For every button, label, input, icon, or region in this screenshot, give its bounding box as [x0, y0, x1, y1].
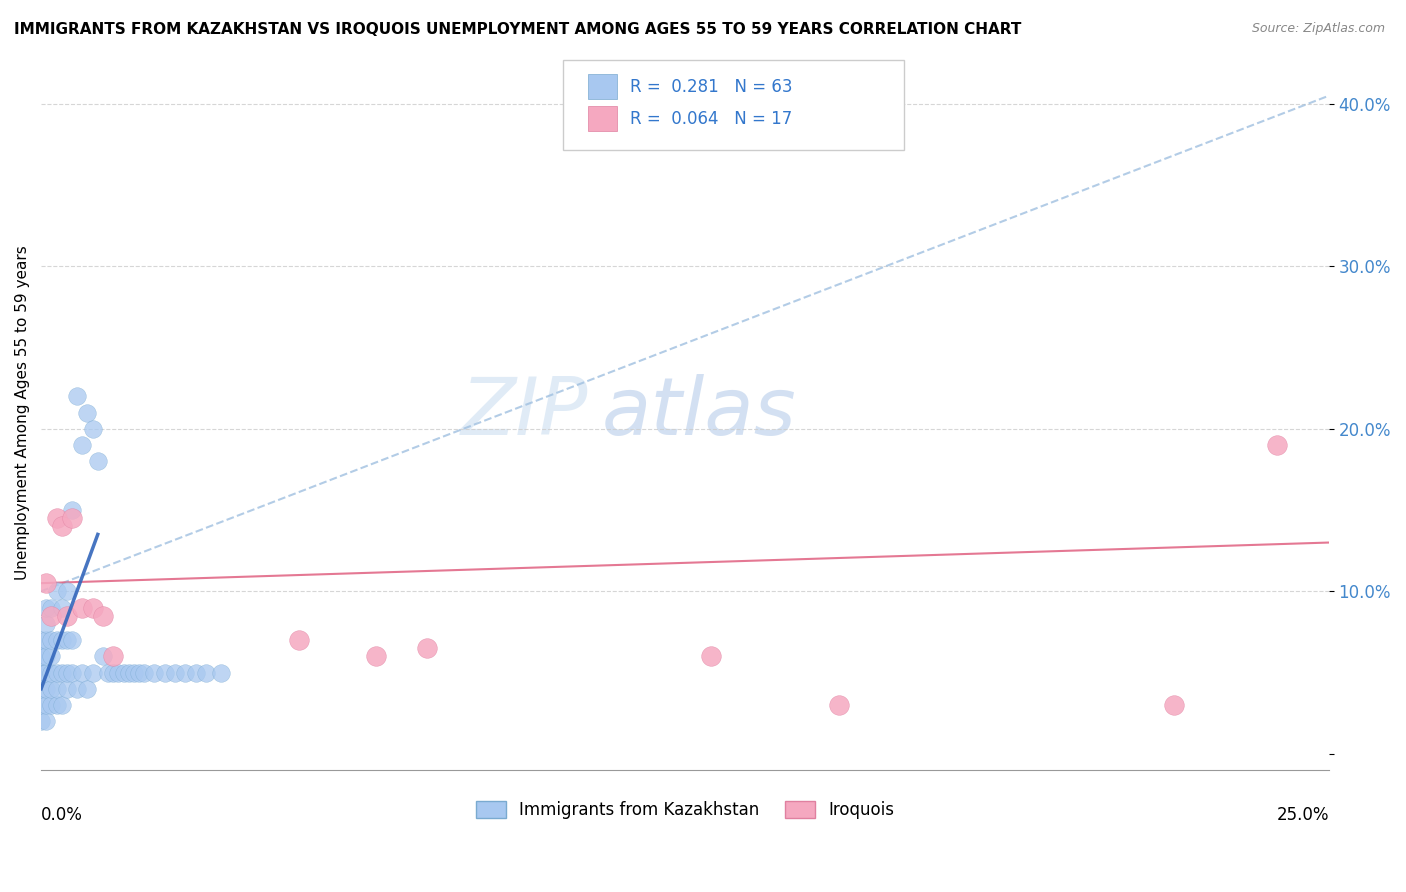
Point [41, 649, 63, 664]
Bar [588, 74, 617, 100]
Point [35, 681, 58, 696]
Point [56, 608, 79, 623]
Text: R =  0.281   N = 63: R = 0.281 N = 63 [630, 78, 792, 96]
Point [45, 511, 67, 525]
Point [51, 665, 73, 680]
Point [194, 665, 217, 680]
Point [51, 633, 73, 648]
Point [60, 665, 83, 680]
Point [107, 665, 129, 680]
Point [41, 600, 63, 615]
Point [60, 633, 83, 648]
Point [82, 600, 104, 615]
Point [45, 665, 67, 680]
Point [103, 649, 125, 664]
Point [128, 665, 150, 680]
Point [209, 665, 232, 680]
Point [56, 665, 79, 680]
Point [82, 422, 104, 436]
Point [416, 641, 439, 656]
Bar [588, 106, 617, 131]
Point [35, 698, 58, 712]
Text: atlas: atlas [602, 374, 796, 451]
Point [35, 616, 58, 631]
Point [51, 519, 73, 533]
Point [51, 600, 73, 615]
Point [41, 608, 63, 623]
Point [30, 681, 52, 696]
Point [143, 665, 166, 680]
Text: ZIP: ZIP [461, 374, 588, 451]
Y-axis label: Unemployment Among Ages 55 to 59 years: Unemployment Among Ages 55 to 59 years [15, 245, 30, 580]
Point [35, 576, 58, 591]
Text: Source: ZipAtlas.com: Source: ZipAtlas.com [1251, 22, 1385, 36]
Point [45, 633, 67, 648]
Point [364, 649, 387, 664]
Text: 0.0%: 0.0% [41, 805, 83, 823]
Point [82, 665, 104, 680]
Point [35, 714, 58, 729]
Point [134, 665, 156, 680]
Point [60, 503, 83, 517]
Point [153, 665, 176, 680]
Point [30, 698, 52, 712]
Point [41, 633, 63, 648]
Point [45, 681, 67, 696]
Point [1265, 438, 1288, 452]
Text: 25.0%: 25.0% [1277, 805, 1329, 823]
Point [41, 698, 63, 712]
Point [56, 584, 79, 599]
Point [56, 681, 79, 696]
Point [56, 633, 79, 648]
Point [51, 698, 73, 712]
Point [30, 633, 52, 648]
Point [35, 665, 58, 680]
Point [287, 633, 309, 648]
Point [45, 584, 67, 599]
Point [76, 406, 98, 420]
Point [76, 681, 98, 696]
Point [35, 649, 58, 664]
Point [30, 649, 52, 664]
Point [41, 681, 63, 696]
Point [30, 649, 52, 664]
Point [97, 665, 120, 680]
Point [45, 698, 67, 712]
Point [72, 600, 94, 615]
Text: IMMIGRANTS FROM KAZAKHSTAN VS IROQUOIS UNEMPLOYMENT AMONG AGES 55 TO 59 YEARS CO: IMMIGRANTS FROM KAZAKHSTAN VS IROQUOIS U… [14, 22, 1021, 37]
Point [103, 665, 125, 680]
Point [91, 649, 114, 664]
Point [30, 714, 52, 729]
Point [41, 665, 63, 680]
Point [174, 665, 197, 680]
Point [87, 454, 110, 468]
Point [30, 665, 52, 680]
Point [30, 665, 52, 680]
Point [118, 665, 141, 680]
Point [1163, 698, 1185, 712]
Point [828, 698, 851, 712]
Point [699, 649, 721, 664]
Point [72, 438, 94, 452]
Point [72, 665, 94, 680]
FancyBboxPatch shape [562, 60, 904, 150]
Point [35, 633, 58, 648]
Point [184, 665, 207, 680]
Point [66, 389, 89, 403]
Text: R =  0.064   N = 17: R = 0.064 N = 17 [630, 110, 792, 128]
Legend: Immigrants from Kazakhstan, Iroquois: Immigrants from Kazakhstan, Iroquois [470, 795, 901, 826]
Point [60, 511, 83, 525]
Point [163, 665, 186, 680]
Point [112, 665, 135, 680]
Point [91, 608, 114, 623]
Point [35, 600, 58, 615]
Point [66, 681, 89, 696]
Point [122, 665, 145, 680]
